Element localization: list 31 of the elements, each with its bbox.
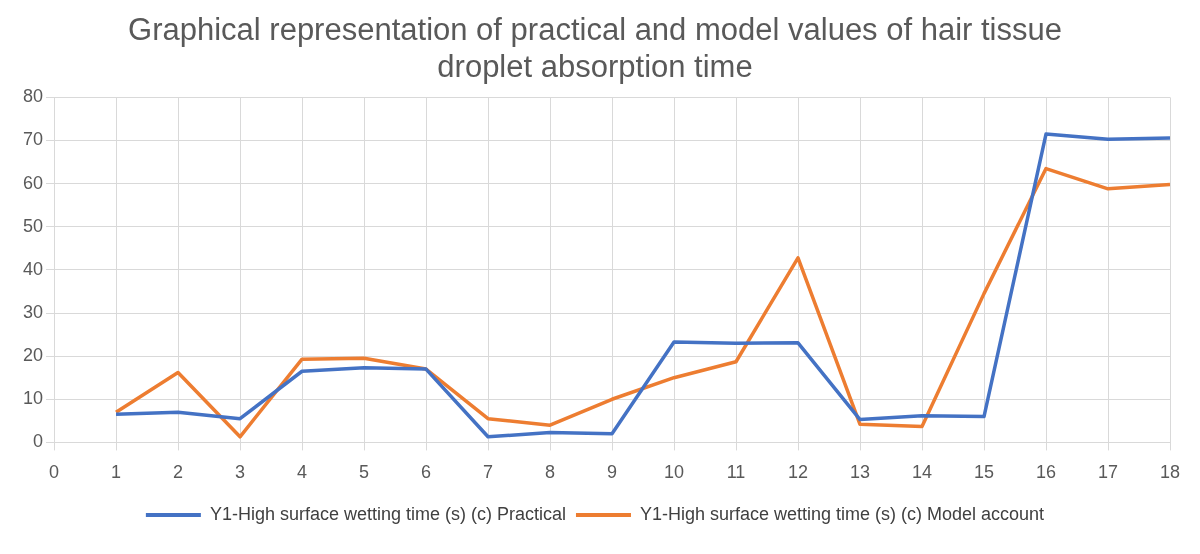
x-tick-label: 3 [235,462,246,483]
y-tick-label: 80 [22,86,44,107]
legend-label: Y1-High surface wetting time (s) (c) Model account [639,503,1045,524]
x-tick-label: 18 [1159,462,1181,483]
y-tick-label: 40 [22,258,44,279]
chart-title: Graphical representation of practical and model values of hair tissue droplet absorption time [128,12,1062,85]
x-tick-label: 8 [545,462,556,483]
y-tick-label: 20 [22,345,44,366]
x-tick-label: 17 [1097,462,1119,483]
y-tick-label: 60 [22,172,44,193]
x-tick-label: 10 [663,462,685,483]
x-tick-label: 4 [297,462,308,483]
x-tick-label: 7 [483,462,494,483]
x-tick-label: 14 [911,462,933,483]
legend-label: Y1-High surface wetting time (s) (c) Practical [209,503,566,524]
x-tick-label: 0 [49,462,60,483]
x-tick-label: 11 [726,462,746,483]
x-tick-label: 6 [421,462,432,483]
x-tick-label: 9 [607,462,618,483]
y-tick-label: 0 [33,431,44,452]
y-tick-label: 30 [22,301,44,322]
x-tick-label: 13 [849,462,871,483]
x-tick-label: 5 [359,462,370,483]
y-tick-label: 70 [22,129,44,150]
x-tick-label: 1 [111,462,122,483]
y-tick-label: 10 [22,388,44,409]
x-tick-label: 16 [1035,462,1057,483]
x-tick-label: 12 [787,462,809,483]
x-tick-label: 2 [173,462,184,483]
x-tick-label: 15 [973,462,995,483]
y-tick-label: 50 [22,215,44,236]
